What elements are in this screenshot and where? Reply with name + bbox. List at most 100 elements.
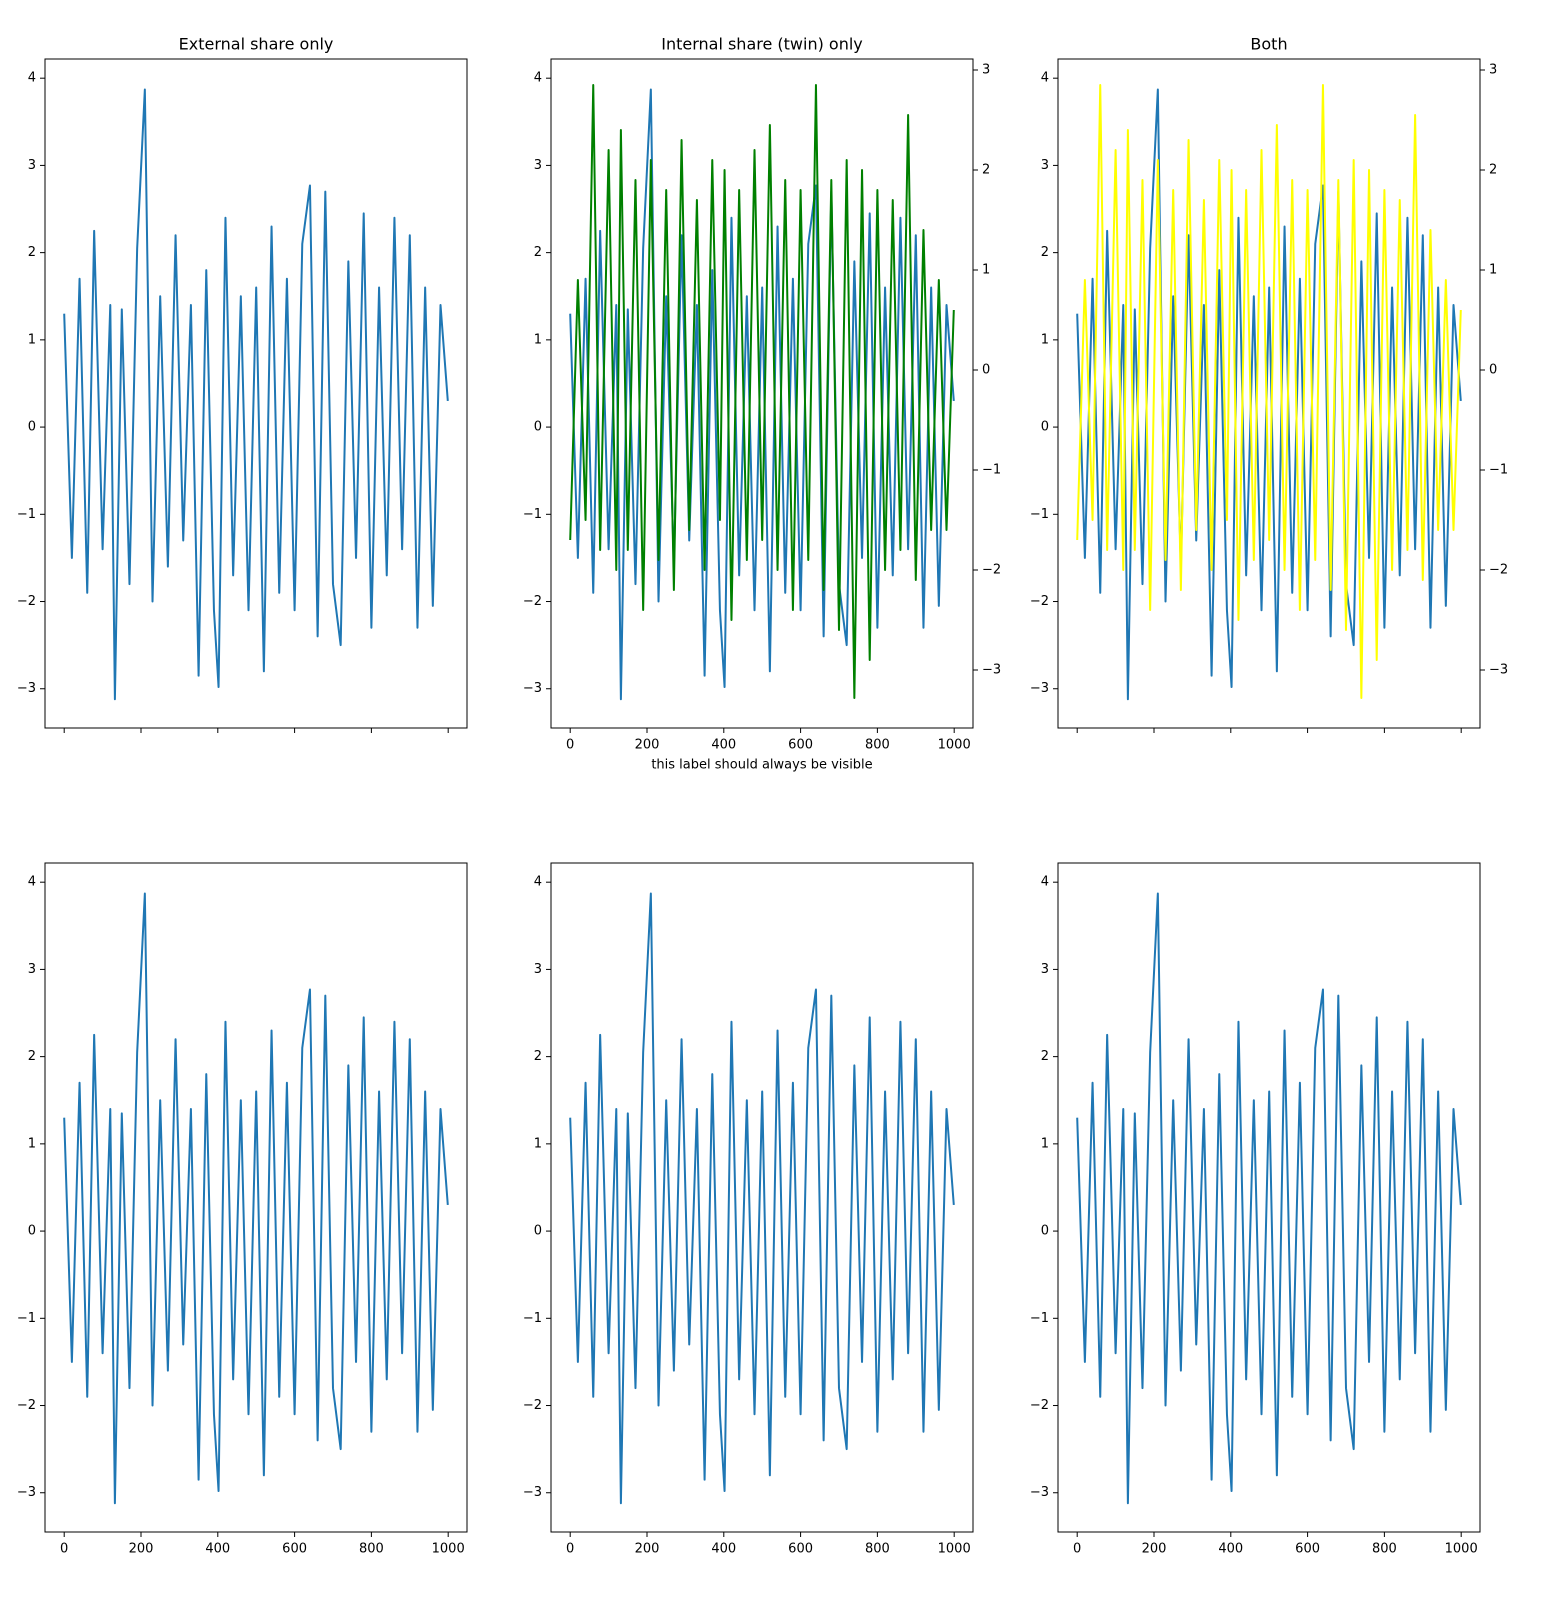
y-tick-label: −3 — [17, 681, 36, 696]
y2-tick-label: 1 — [1489, 263, 1497, 278]
axes-frame — [44, 862, 468, 1533]
y2-tick-label: −1 — [982, 463, 1001, 478]
y2-tick-label: 0 — [982, 363, 990, 378]
y-tick-label: 0 — [28, 420, 36, 435]
y-tick-label: 2 — [28, 245, 36, 260]
y-tick-label: −2 — [17, 1398, 36, 1413]
y-tick-label: 4 — [534, 875, 542, 890]
data-line — [63, 892, 449, 1505]
x-tick-label: 200 — [635, 738, 660, 753]
x-tick-label: 0 — [566, 738, 574, 753]
y-tick-label: 0 — [534, 1224, 542, 1239]
y-tick-label: 3 — [28, 158, 36, 173]
y-tick-label: 3 — [1041, 158, 1049, 173]
y-tick-label: −2 — [523, 594, 542, 609]
y-tick-label: −1 — [17, 1311, 36, 1326]
y2-tick-label: −3 — [982, 663, 1001, 678]
y-tick-label: −1 — [523, 507, 542, 522]
y2-tick-label: 3 — [1489, 63, 1497, 78]
y2-tick-label: 1 — [982, 263, 990, 278]
y2-tick-label: −3 — [1489, 663, 1508, 678]
y-tick-label: 0 — [1041, 420, 1049, 435]
x-tick-label: 600 — [282, 1542, 307, 1557]
y2-tick-label: 2 — [982, 163, 990, 178]
x-tick-label: 200 — [1142, 1542, 1167, 1557]
y-tick-label: 4 — [28, 875, 36, 890]
x-tick-label: 200 — [635, 1542, 660, 1557]
y-tick-label: −2 — [1030, 1398, 1049, 1413]
axes-frame — [550, 862, 974, 1533]
data-line — [1076, 892, 1462, 1505]
x-tick-label: 1000 — [1445, 1542, 1478, 1557]
y-tick-label: −1 — [523, 1311, 542, 1326]
y-tick-label: 1 — [534, 1136, 542, 1151]
x-tick-label: 800 — [1372, 1542, 1397, 1557]
y-tick-label: −3 — [1030, 1485, 1049, 1500]
y-tick-label: −1 — [17, 507, 36, 522]
y-tick-label: 2 — [28, 1049, 36, 1064]
x-tick-label: 0 — [566, 1542, 574, 1557]
data-line — [63, 88, 449, 701]
y-tick-label: −3 — [523, 681, 542, 696]
y-tick-label: 1 — [28, 1136, 36, 1151]
y-tick-label: 2 — [1041, 245, 1049, 260]
chart-title: External share only — [179, 35, 334, 54]
y-tick-label: 4 — [1041, 71, 1049, 86]
x-tick-label: 800 — [359, 1542, 384, 1557]
y-tick-label: 4 — [1041, 875, 1049, 890]
x-tick-label: 400 — [1218, 1542, 1243, 1557]
y2-tick-label: −2 — [1489, 563, 1508, 578]
x-tick-label: 600 — [1295, 1542, 1320, 1557]
data-line — [1076, 84, 1462, 699]
x-tick-label: 0 — [60, 1542, 68, 1557]
y2-tick-label: −2 — [982, 563, 1001, 578]
y-tick-label: 3 — [534, 158, 542, 173]
x-tick-label: 200 — [129, 1542, 154, 1557]
y-tick-label: 0 — [1041, 1224, 1049, 1239]
y2-tick-label: 0 — [1489, 363, 1497, 378]
y-tick-label: 1 — [534, 332, 542, 347]
data-line — [569, 84, 955, 699]
y-tick-label: −1 — [1030, 1311, 1049, 1326]
x-tick-label: 0 — [1073, 1542, 1081, 1557]
y-tick-label: −3 — [523, 1485, 542, 1500]
x-tick-label: 400 — [711, 738, 736, 753]
y-tick-label: 2 — [534, 1049, 542, 1064]
y-tick-label: 4 — [534, 71, 542, 86]
y-tick-label: 3 — [28, 962, 36, 977]
x-tick-label: 400 — [205, 1542, 230, 1557]
y-tick-label: 1 — [28, 332, 36, 347]
y-tick-label: 3 — [534, 962, 542, 977]
axes-frame — [1057, 58, 1481, 729]
x-tick-label: 600 — [788, 1542, 813, 1557]
y-tick-label: −3 — [17, 1485, 36, 1500]
y-tick-label: 2 — [1041, 1049, 1049, 1064]
y2-tick-label: 2 — [1489, 163, 1497, 178]
axes-frame — [550, 58, 974, 729]
y-tick-label: −1 — [1030, 507, 1049, 522]
x-tick-label: 800 — [865, 1542, 890, 1557]
chart-title: Both — [1250, 35, 1287, 54]
chart-title: Internal share (twin) only — [661, 35, 863, 54]
x-tick-label: 1000 — [938, 1542, 971, 1557]
y-tick-label: 2 — [534, 245, 542, 260]
y-tick-label: −3 — [1030, 681, 1049, 696]
axes-frame — [44, 58, 468, 729]
y2-tick-label: −1 — [1489, 463, 1508, 478]
axes-frame — [1057, 862, 1481, 1533]
x-tick-label: 800 — [865, 738, 890, 753]
y-tick-label: 0 — [28, 1224, 36, 1239]
x-tick-label: 1000 — [432, 1542, 465, 1557]
y-tick-label: 1 — [1041, 332, 1049, 347]
x-tick-label: 400 — [711, 1542, 736, 1557]
y2-tick-label: 3 — [982, 63, 990, 78]
x-axis-label: this label should always be visible — [651, 758, 872, 773]
data-line — [569, 892, 955, 1505]
y-tick-label: 3 — [1041, 962, 1049, 977]
y-tick-label: 4 — [28, 71, 36, 86]
y-tick-label: −2 — [523, 1398, 542, 1413]
y-tick-label: 0 — [534, 420, 542, 435]
y-tick-label: −2 — [17, 594, 36, 609]
